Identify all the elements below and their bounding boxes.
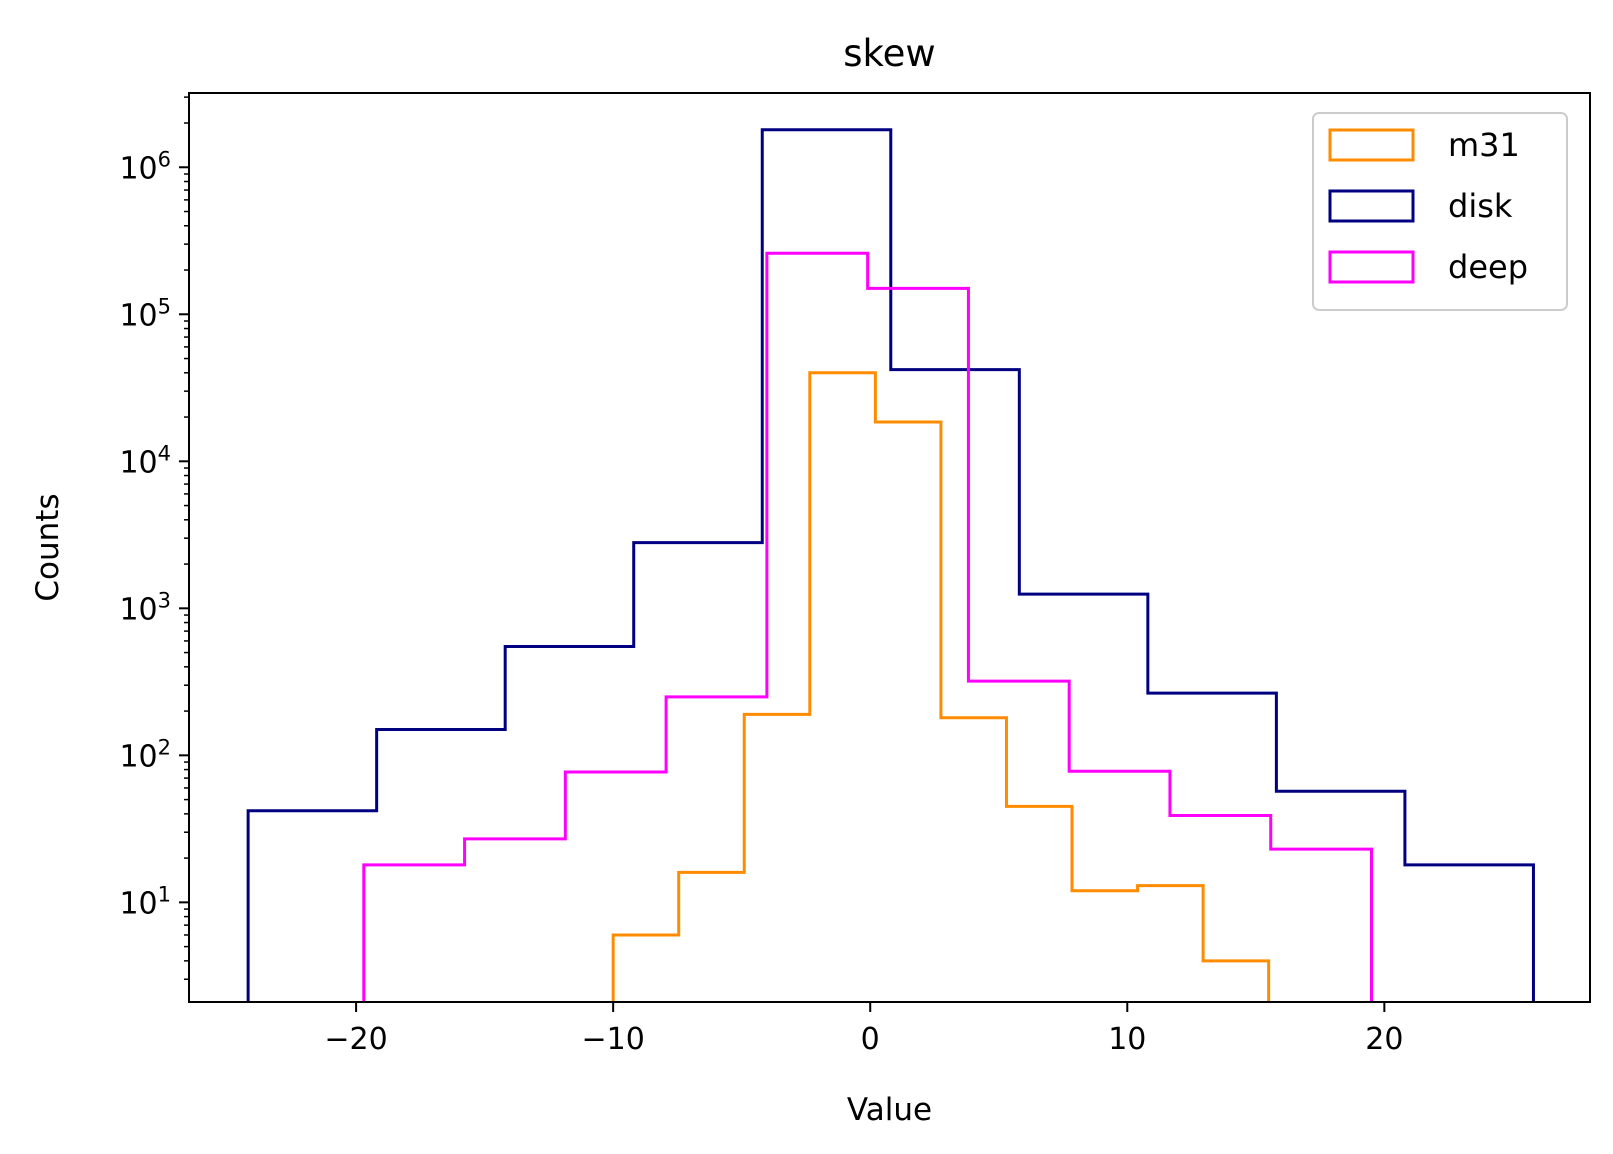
y-tick-label: 102 [119, 735, 171, 774]
legend-label-deep: deep [1448, 248, 1528, 286]
series-m31-outline [611, 371, 1271, 1002]
series-deep-outline [362, 251, 1373, 1002]
series-layer [246, 128, 1535, 1002]
x-tick-label: 10 [1108, 1022, 1146, 1057]
y-tick-label: 105 [119, 294, 171, 333]
axes-frame [188, 92, 1591, 1003]
legend-swatch-m31 [1328, 128, 1415, 162]
x-tick-label: 20 [1365, 1022, 1403, 1057]
plot-area [188, 92, 1591, 1003]
x-tick-label: 0 [861, 1022, 880, 1057]
legend: m31 disk deep [1312, 112, 1568, 311]
chart-title: skew [843, 32, 935, 75]
x-axis-label: Value [847, 1092, 932, 1128]
y-tick-label: 103 [119, 588, 171, 627]
legend-label-m31: m31 [1448, 126, 1520, 164]
y-tick-label: 106 [119, 147, 171, 186]
y-tick-label: 101 [119, 882, 171, 921]
x-tick-label: −20 [324, 1022, 387, 1057]
x-tick-label: −10 [581, 1022, 644, 1057]
legend-box [1312, 112, 1568, 311]
y-tick-label: 104 [119, 441, 171, 480]
y-axis-label: Counts [30, 493, 66, 601]
series-disk-outline [246, 128, 1535, 1002]
legend-label-disk: disk [1448, 187, 1513, 225]
y-axis: 101 102 103 104 105 106 [119, 96, 189, 980]
x-axis: −20 −10 0 10 20 [324, 1002, 1403, 1057]
legend-swatch-disk [1328, 189, 1415, 223]
legend-swatch-deep [1328, 250, 1415, 284]
